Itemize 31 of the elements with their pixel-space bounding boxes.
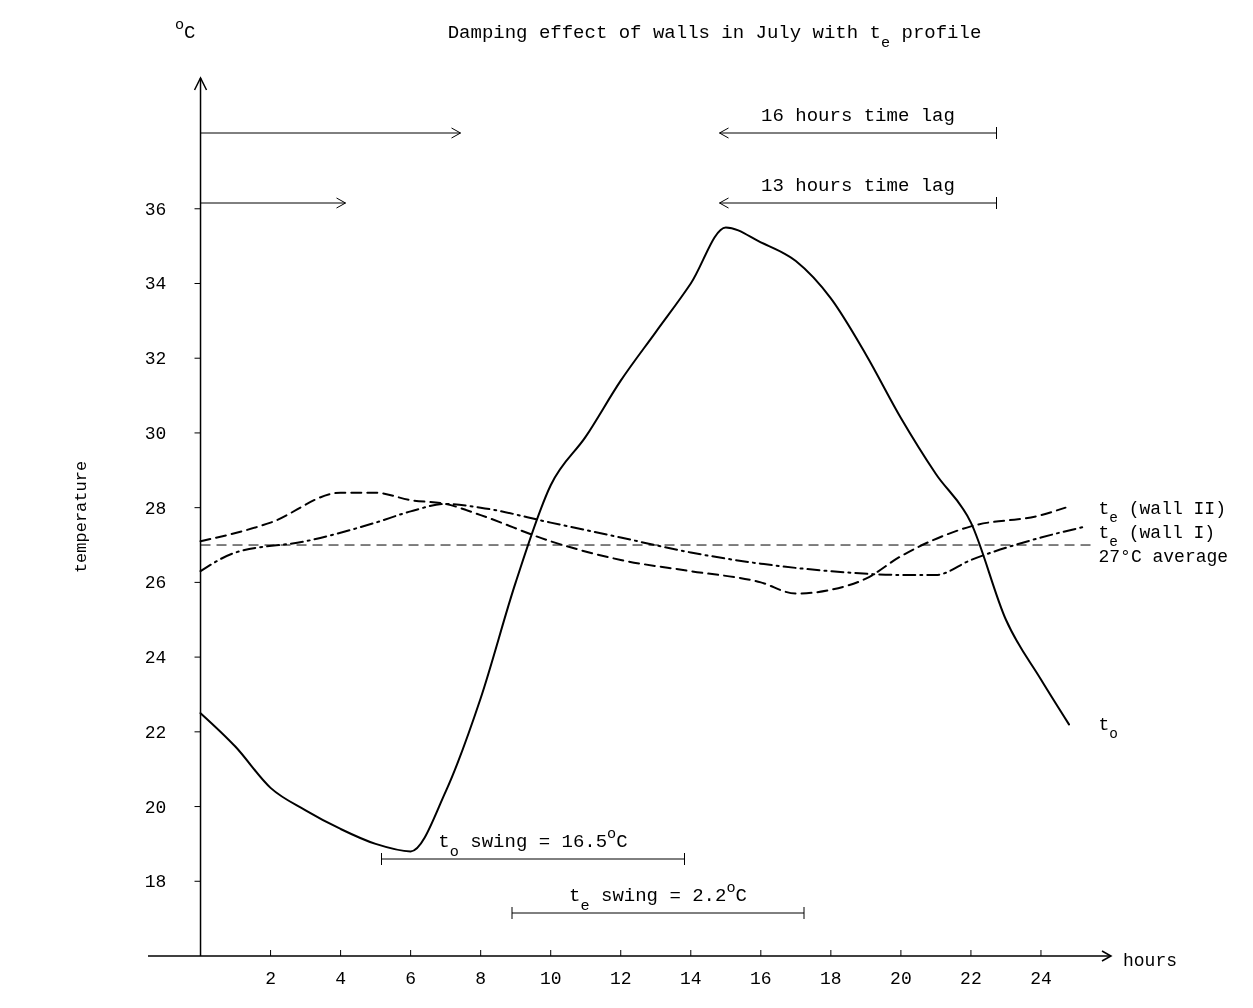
x-tick-label: 10 bbox=[539, 969, 562, 989]
chart-title: Damping effect of walls in July with t$_{e}$ profile bbox=[447, 22, 982, 52]
y-tick-label: 34 bbox=[144, 274, 167, 295]
x-tick-label: 22 bbox=[960, 969, 982, 989]
x-tick-label: 14 bbox=[679, 969, 702, 989]
x-tick-label: 16 bbox=[750, 969, 772, 989]
y-tick-label: 26 bbox=[144, 573, 167, 594]
annotation: 13 hours time lag bbox=[761, 175, 955, 197]
y-tick-label: 20 bbox=[144, 797, 167, 818]
y-tick-label: 32 bbox=[144, 349, 167, 370]
y-tick-label: 18 bbox=[144, 872, 167, 893]
x-tick-label: 2 bbox=[265, 969, 276, 989]
y-tick-label: 22 bbox=[144, 722, 167, 743]
series-label: t$_{o}$ bbox=[1098, 715, 1118, 743]
y-axis-title: temperature bbox=[71, 460, 91, 574]
x-tick-label: 12 bbox=[609, 969, 632, 989]
y-tick-label: 24 bbox=[144, 648, 167, 669]
y-tick-label: 30 bbox=[144, 423, 167, 444]
y-tick-label: 28 bbox=[144, 498, 167, 519]
x-tick-label: 8 bbox=[475, 969, 487, 989]
x-tick-label: 24 bbox=[1030, 969, 1052, 989]
x-axis-title: hours bbox=[1123, 951, 1178, 971]
x-tick-label: 20 bbox=[890, 969, 912, 989]
text: $^{o}$C bbox=[175, 16, 196, 44]
y-tick-label: 36 bbox=[144, 199, 167, 220]
annotation: t$_{e}$ swing = 2.2$^{o}$C bbox=[569, 879, 747, 915]
annotation: t$_{o}$ swing = 16.5$^{o}$C bbox=[438, 825, 628, 861]
x-tick-label: 4 bbox=[335, 969, 347, 989]
x-tick-label: 18 bbox=[820, 969, 842, 989]
annotation: 16 hours time lag bbox=[761, 105, 955, 127]
x-tick-label: 6 bbox=[405, 969, 417, 989]
